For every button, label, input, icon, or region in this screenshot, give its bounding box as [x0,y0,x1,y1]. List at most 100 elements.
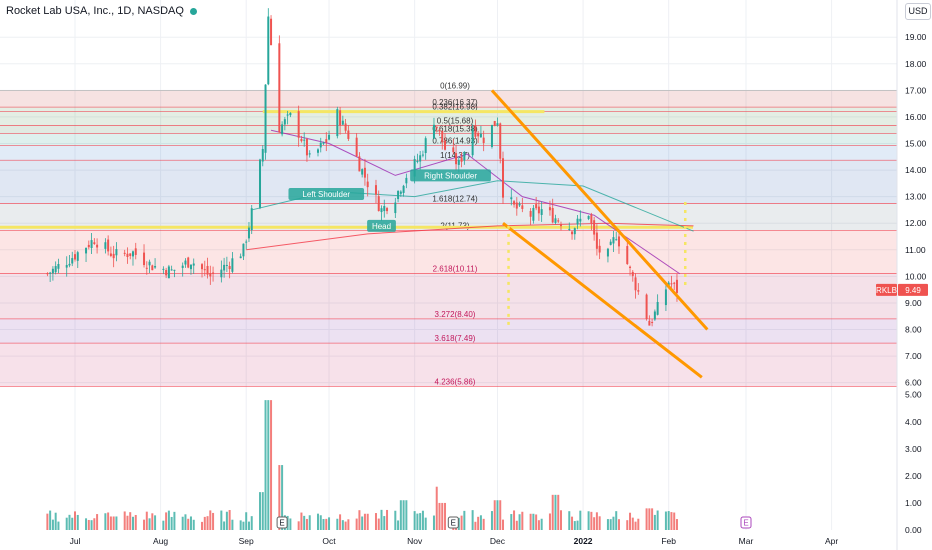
volume-bar [380,509,383,530]
candle-body [286,114,289,116]
candle-body [363,167,366,178]
candle-body [518,203,521,206]
volume-bar [184,514,187,530]
volume-bar [609,519,612,530]
fib-level-label: 0(16.99) [440,82,470,91]
volume-bar [71,517,74,530]
volume-bar [154,515,157,530]
volume-bar [513,510,516,530]
pattern-label: Left Shoulder [302,190,350,199]
volume-bar [535,514,538,530]
candle-body [557,220,560,222]
volume-bar [399,500,402,530]
candle-body [259,159,262,208]
candle-body [571,231,574,235]
volume-bar [192,519,195,530]
candle-body [386,208,389,212]
volume-axis-tick-label: 2.00 [905,471,922,481]
volume-bar [444,502,447,530]
volume-bar [151,513,154,530]
earnings-marker-text: E [451,519,456,528]
candle-body [206,265,209,275]
candle-body [225,264,228,266]
volume-bar [65,517,68,530]
candle-body [242,243,245,257]
volume-bar [308,515,311,530]
candle-body [303,139,306,141]
candle-body [261,149,264,162]
time-axis-tick-label: 2022 [574,536,593,546]
volume-bar [49,510,52,530]
candle-body [148,261,151,266]
candle-body [441,130,444,143]
candle-body [51,268,54,274]
volume-bar [206,516,209,530]
candle-body [209,273,212,277]
candle-body [76,252,79,261]
volume-bar [405,500,408,530]
candle-body [499,123,502,159]
candle-body [532,207,535,221]
candle-body [325,139,328,143]
volume-bar [645,508,648,530]
wedge-lower-line [502,222,703,379]
volume-bar [245,512,248,530]
volume-axis-tick-label: 0.00 [905,525,922,535]
candle-body [598,245,601,253]
candle-body [162,268,165,270]
volume-bar [595,512,598,530]
candle-body [231,258,234,272]
price-axis-tick-label: 17.00 [905,85,927,95]
volume-bar [496,500,499,530]
candle-body [126,253,129,258]
volume-bar [653,514,656,530]
candle-body [74,254,76,260]
candle-body [629,266,632,268]
volume-bar [68,514,71,530]
price-axis-tick-label: 19.00 [905,32,927,42]
volume-bar [612,516,615,530]
candle-body [143,252,146,266]
volume-axis-tick-label: 3.00 [905,444,922,454]
candle-body [289,112,292,116]
volume-bar [145,511,148,530]
volume-bar [46,513,49,530]
fib-band [0,273,897,319]
volume-bar [374,513,377,530]
volume-bar [617,519,620,530]
volume-bar [551,494,554,530]
candle-body [606,248,609,257]
volume-bar [189,516,192,530]
fib-level-label: 3.272(8.40) [435,310,476,319]
candle-body [308,153,311,155]
currency-button[interactable]: USD [905,3,931,20]
candle-body [250,208,253,231]
candle-body [281,124,284,135]
candle-body [645,294,648,319]
volume-bar [344,521,347,530]
volume-bar [568,511,571,530]
candle-body [49,272,52,274]
volume-bar [424,517,427,530]
volume-bar [587,511,590,530]
candle-body [220,269,223,278]
volume-bar [413,511,416,530]
volume-bar [239,520,242,530]
volume-bar [300,512,303,530]
price-axis-tick-label: 11.00 [905,245,926,255]
candle-body [184,260,187,265]
pattern-label-box [410,169,491,182]
volume-bar [637,518,640,530]
volume-axis-tick-label: 4.00 [905,417,922,427]
volume-bar [532,513,535,530]
volume-bar [286,515,289,530]
volume-bar [167,510,170,530]
volume-bar [675,519,678,530]
candle-body [593,220,596,235]
candle-body [297,111,300,138]
candle-body [181,265,184,268]
volume-bar [278,465,281,530]
candle-body [96,244,99,248]
